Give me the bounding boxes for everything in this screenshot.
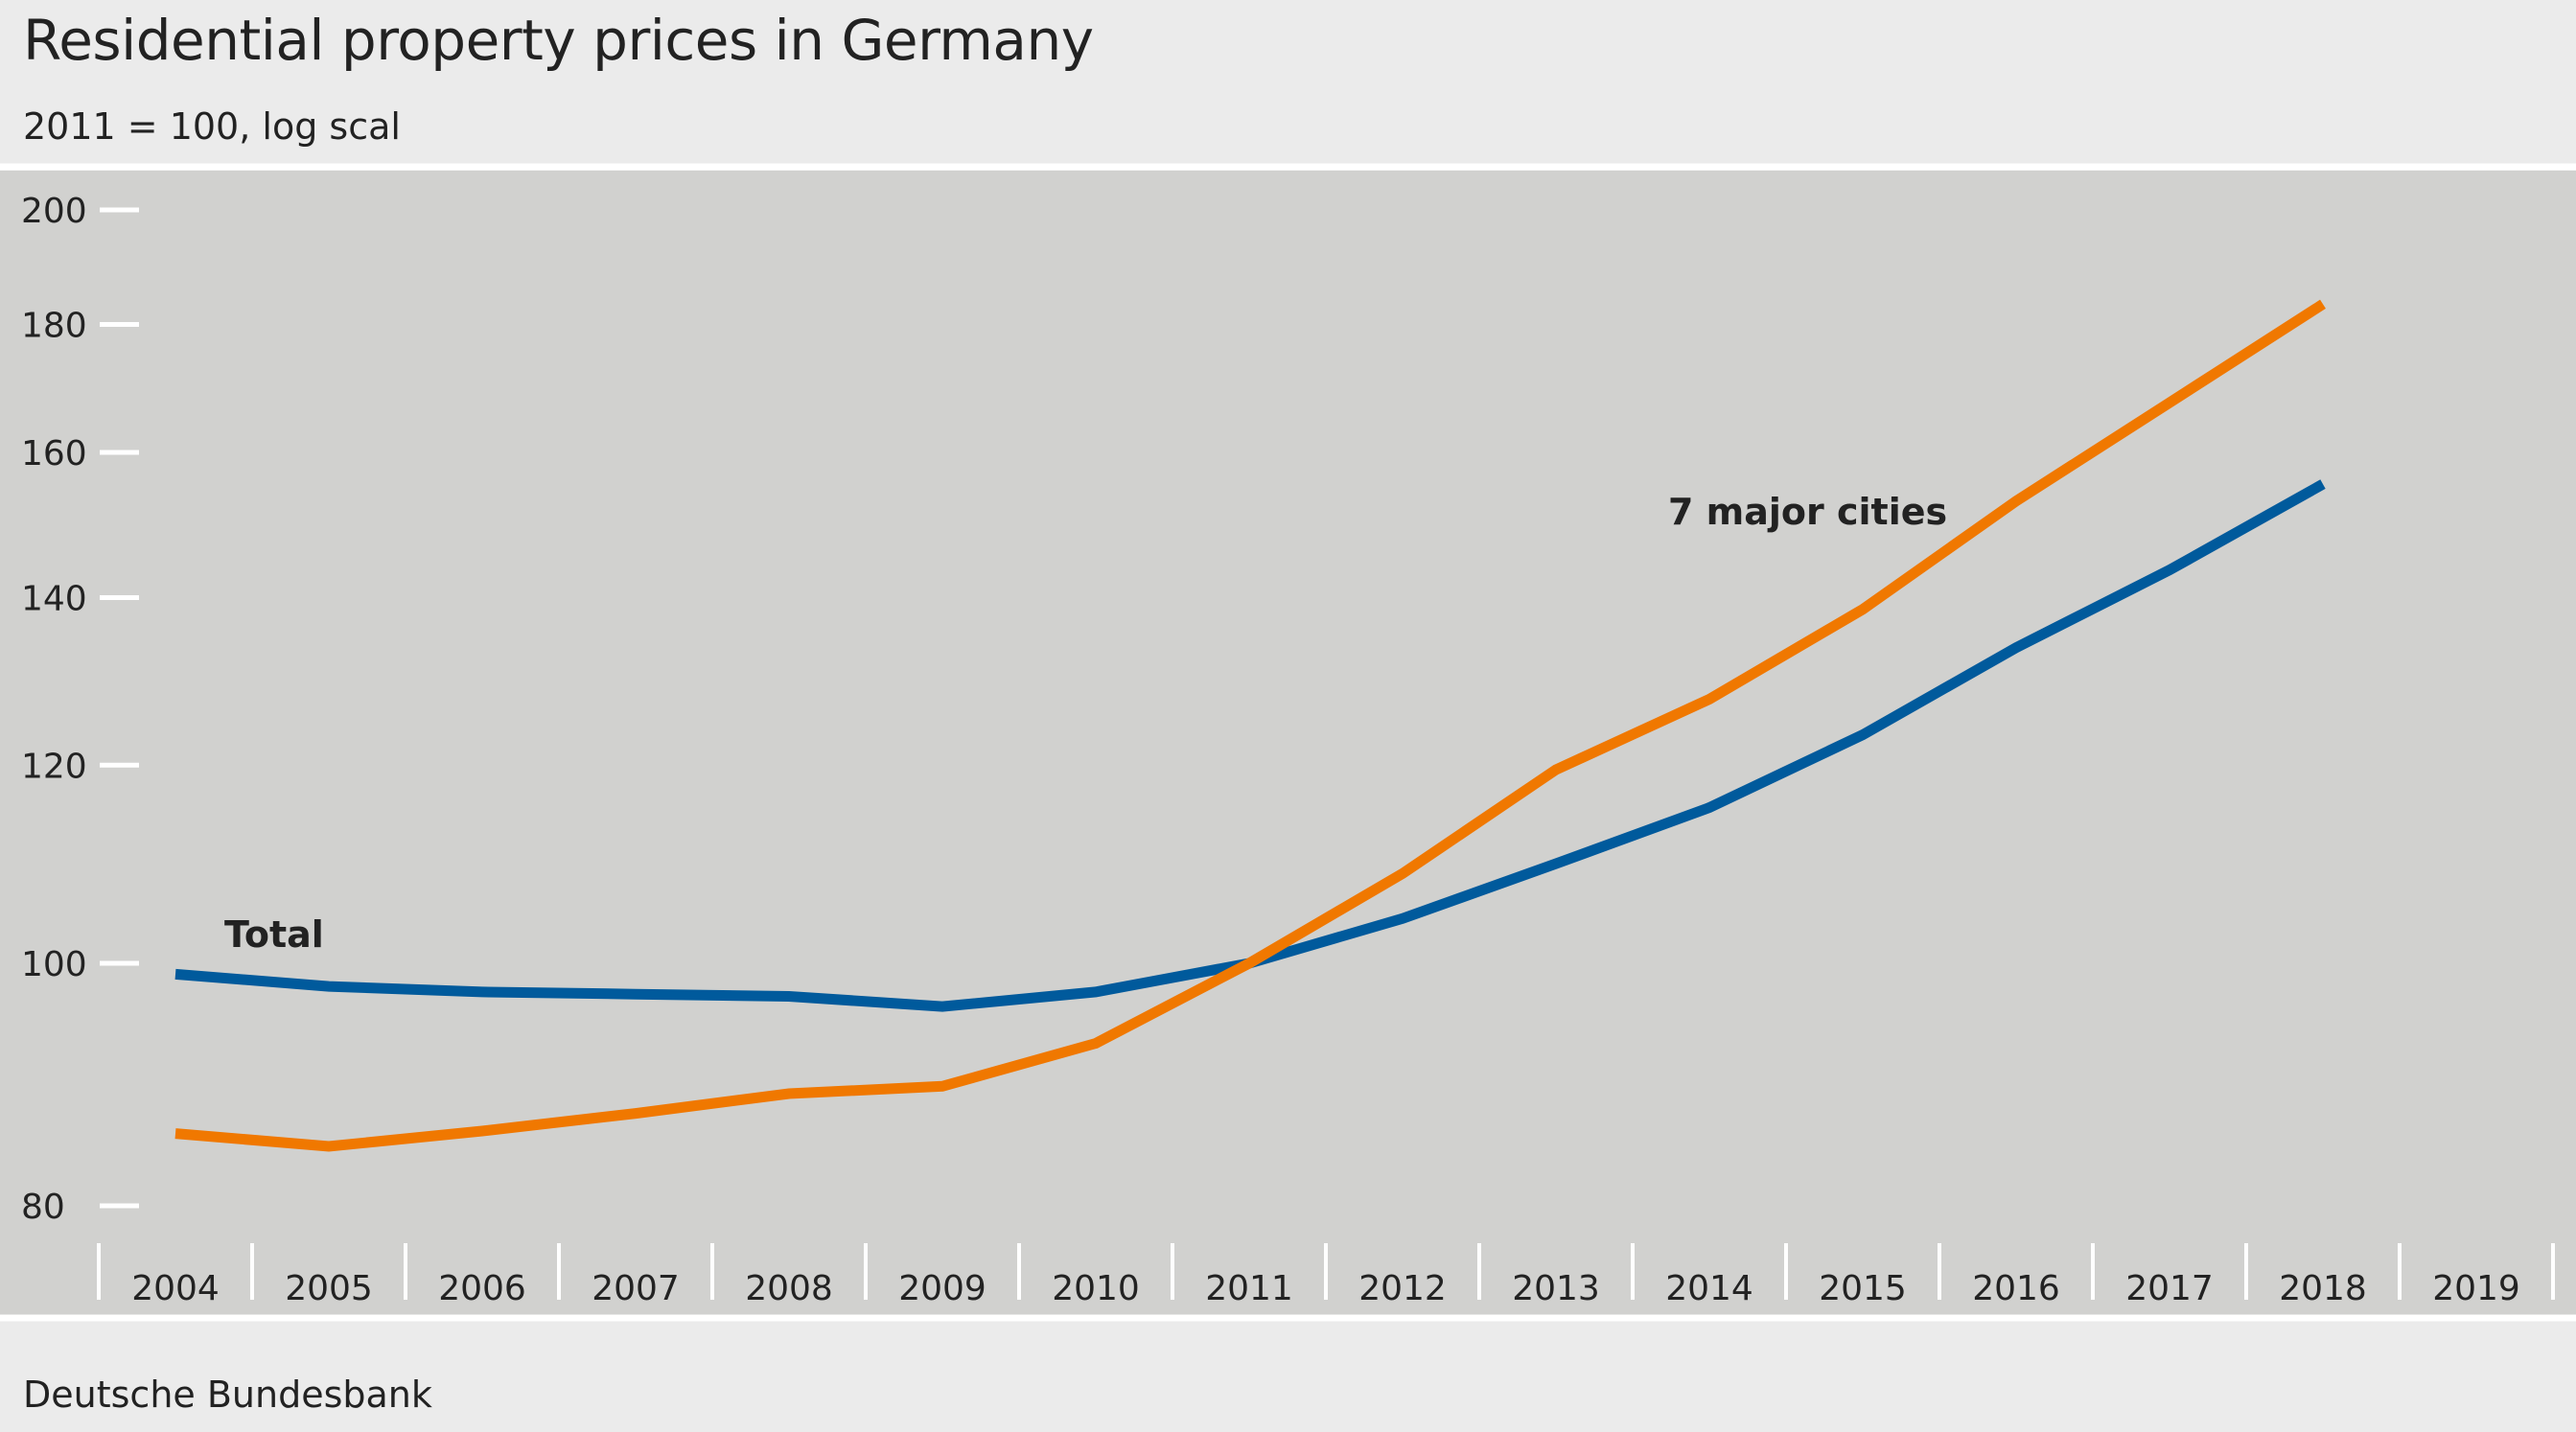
x-axis: 2004 2005 2006 2007 2008 2009 2010 2011 2012 2013… — [97, 1243, 2555, 1308]
y-tick-label: 80 — [21, 1188, 65, 1227]
x-tick-label: 2010 — [1052, 1269, 1140, 1308]
x-tick-label: 2005 — [285, 1269, 373, 1308]
series-label-total: Total — [224, 913, 324, 956]
x-tick-label: 2007 — [592, 1269, 680, 1308]
chart-subtitle: 2011 = 100, log scal — [23, 105, 401, 148]
x-tick-label: 2015 — [1819, 1269, 1907, 1308]
y-tick-label: 120 — [21, 747, 87, 786]
x-tick-label: 2014 — [1665, 1269, 1753, 1308]
y-tick-label: 200 — [21, 192, 87, 231]
plot-area — [0, 171, 2576, 1316]
x-tick-label: 2008 — [745, 1269, 833, 1308]
series-line-7-major-cities — [174, 299, 2326, 1152]
source-note: Deutsche Bundesbank — [23, 1374, 432, 1416]
x-tick-label: 2013 — [1512, 1269, 1600, 1308]
x-tick-label: 2009 — [898, 1269, 986, 1308]
series-label-7-major-cities: 7 major cities — [1668, 491, 1947, 533]
y-tick-label: 160 — [21, 434, 87, 473]
x-tick-label: 2004 — [131, 1269, 220, 1308]
series-layer — [174, 299, 2326, 1152]
x-tick-label: 2012 — [1358, 1269, 1447, 1308]
x-tick-label: 2019 — [2432, 1269, 2520, 1308]
y-axis: 80 100 120 140 160 180 200 — [21, 192, 139, 1227]
series-labels: Total 7 major cities — [224, 491, 1947, 956]
x-tick-label: 2016 — [1972, 1269, 2060, 1308]
chart-title: Residential property prices in Germany — [23, 8, 1094, 73]
x-tick-label: 2017 — [2125, 1269, 2214, 1308]
x-tick-label: 2011 — [1205, 1269, 1293, 1308]
x-tick-label: 2006 — [438, 1269, 526, 1308]
y-tick-label: 100 — [21, 945, 87, 984]
y-tick-label: 180 — [21, 306, 87, 345]
x-tick-label: 2018 — [2279, 1269, 2367, 1308]
y-tick-label: 140 — [21, 579, 87, 618]
